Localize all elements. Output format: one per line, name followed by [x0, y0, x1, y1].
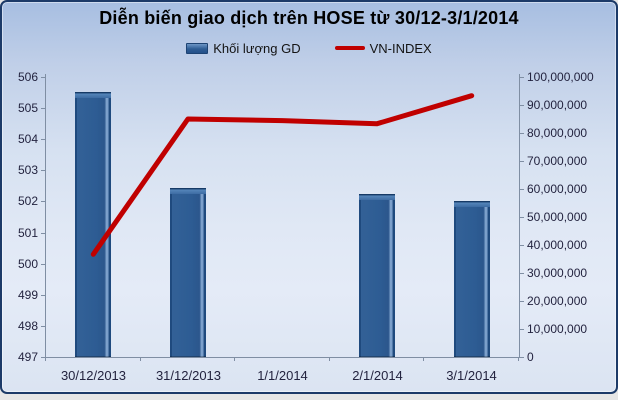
right-axis-tick — [520, 273, 524, 274]
x-axis-line — [45, 357, 520, 358]
x-axis-tick — [234, 357, 235, 361]
right-axis-tick-label: 90,000,000 — [527, 98, 588, 112]
line-series-icon — [334, 46, 365, 50]
left-axis-tick-label: 506 — [17, 70, 38, 84]
left-axis-tick-label: 503 — [17, 163, 38, 177]
left-axis-tick — [41, 295, 45, 296]
right-axis-tick-label: 80,000,000 — [527, 126, 588, 140]
right-axis-tick-label: 100,000,000 — [527, 70, 594, 84]
right-axis-tick — [520, 301, 524, 302]
left-axis-tick-label: 500 — [17, 257, 38, 271]
right-axis-tick-label: 10,000,000 — [527, 322, 588, 336]
right-axis-tick-label: 50,000,000 — [527, 210, 588, 224]
legend: Khối lượng GD VN-INDEX — [2, 38, 616, 58]
right-axis-tick — [520, 357, 524, 358]
legend-item-volume: Khối lượng GD — [186, 40, 301, 56]
left-axis-tick-label: 498 — [17, 319, 38, 333]
left-axis-tick-label: 497 — [17, 350, 38, 364]
x-axis-category-label: 2/1/2014 — [352, 368, 403, 383]
left-axis-line — [45, 74, 46, 357]
right-axis-tick-label: 30,000,000 — [527, 266, 588, 280]
left-axis-tick — [41, 357, 45, 358]
volume-bar — [170, 188, 206, 357]
left-axis-tick — [41, 326, 45, 327]
right-axis-tick-label: 20,000,000 — [527, 294, 588, 308]
x-axis-category-label: 3/1/2014 — [446, 368, 497, 383]
chart-title: Diễn biến giao dịch trên HOSE từ 30/12-3… — [99, 8, 519, 28]
right-axis-tick — [520, 217, 524, 218]
right-axis-tick-label: 70,000,000 — [527, 154, 588, 168]
left-axis-tick-label: 505 — [17, 101, 38, 115]
left-axis-tick-label: 504 — [17, 132, 38, 146]
right-axis-tick — [520, 133, 524, 134]
volume-bar-bevel — [454, 201, 490, 207]
volume-bar — [454, 201, 490, 357]
left-axis-tick — [41, 139, 45, 140]
x-axis-tick — [423, 357, 424, 361]
right-axis-tick-label: 40,000,000 — [527, 238, 588, 252]
left-axis-tick — [41, 264, 45, 265]
vnindex-polyline — [90, 93, 475, 257]
left-axis-tick-label: 499 — [17, 288, 38, 302]
left-axis-tick — [41, 201, 45, 202]
x-axis-tick — [45, 357, 46, 361]
right-axis-tick — [520, 161, 524, 162]
left-axis-tick-label: 502 — [17, 194, 38, 208]
right-axis-tick-label: 0 — [527, 350, 534, 364]
legend-item-index: VN-INDEX — [334, 40, 432, 56]
legend-volume-label: Khối lượng GD — [213, 40, 301, 56]
right-axis-tick — [520, 189, 524, 190]
x-axis-category-label: 31/12/2013 — [155, 368, 222, 383]
bar-series-icon — [186, 42, 209, 54]
right-axis-tick — [520, 105, 524, 106]
legend-index-label: VN-INDEX — [369, 40, 432, 56]
right-axis-tick-label: 60,000,000 — [527, 182, 588, 196]
left-axis-tick — [41, 108, 45, 109]
volume-bar-bevel — [75, 92, 111, 98]
left-axis-tick — [41, 233, 45, 234]
volume-bar — [359, 194, 395, 357]
x-axis-category-label: 1/1/2014 — [257, 368, 308, 383]
volume-bar-bevel — [170, 188, 206, 194]
x-axis-tick — [329, 357, 330, 361]
left-axis-tick — [41, 77, 45, 78]
right-axis-tick — [520, 77, 524, 78]
right-axis-tick — [520, 245, 524, 246]
volume-bar-bevel — [359, 194, 395, 200]
left-axis-tick-label: 501 — [17, 226, 38, 240]
x-axis-category-label: 30/12/2013 — [60, 368, 127, 383]
right-axis-line — [519, 74, 520, 357]
plot-area: 506 505 504 503 502 501 500 499 498 497 100,000,00… — [2, 2, 616, 392]
x-axis-tick — [140, 357, 141, 361]
volume-bar — [75, 92, 111, 357]
x-axis-tick — [518, 357, 519, 361]
left-axis-tick — [41, 170, 45, 171]
right-axis-tick — [520, 329, 524, 330]
